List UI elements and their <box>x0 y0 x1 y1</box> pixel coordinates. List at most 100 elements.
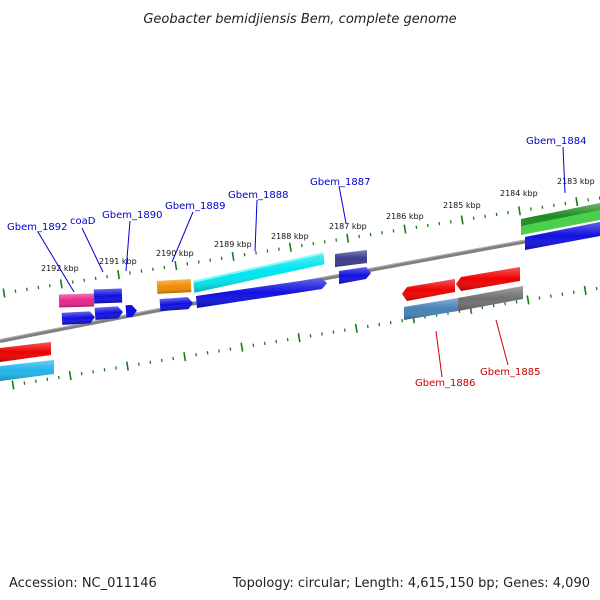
gene-reverse-red-a[interactable] <box>402 279 455 301</box>
minor-tick <box>343 328 346 332</box>
gene-track2-c[interactable] <box>159 297 194 312</box>
minor-tick <box>94 276 97 281</box>
minor-tick <box>472 216 475 220</box>
gene-reverse-red-left[interactable] <box>0 342 51 362</box>
gene-reverse-red-b[interactable] <box>456 267 520 291</box>
gene-label[interactable]: Gbem_1884 <box>526 136 586 147</box>
forward-tick-ruler <box>2 196 600 298</box>
minor-tick <box>286 337 289 342</box>
minor-tick <box>57 375 60 380</box>
minor-tick <box>206 351 209 355</box>
tick-label: 2185 kbp <box>443 201 481 210</box>
minor-tick <box>541 205 544 209</box>
minor-tick <box>252 343 255 347</box>
gene-gbem-1885[interactable] <box>458 286 523 311</box>
minor-tick <box>14 289 17 293</box>
minor-tick <box>71 280 74 284</box>
summary-text: Topology: circular; Length: 4,615,150 bp… <box>232 576 590 591</box>
minor-tick <box>309 334 312 338</box>
gene-label[interactable]: coaD <box>70 216 96 227</box>
gene-label[interactable]: Gbem_1892 <box>7 222 67 233</box>
gene-track2-e[interactable] <box>525 222 600 250</box>
tick-label: 2191 kbp <box>99 257 137 266</box>
gene-track2-long[interactable] <box>196 278 327 308</box>
minor-tick <box>195 353 198 357</box>
major-tick <box>125 361 129 371</box>
minor-tick <box>106 274 108 279</box>
major-tick <box>240 342 244 352</box>
minor-tick <box>426 223 429 228</box>
minor-tick <box>595 286 598 291</box>
accession-text: Accession: NC_011146 <box>9 576 157 591</box>
gene-label[interactable]: Gbem_1888 <box>228 190 288 201</box>
map-title: Geobacter bemidjiensis Bem, complete gen… <box>143 12 456 27</box>
minor-tick <box>449 220 452 224</box>
major-tick <box>403 224 407 234</box>
minor-tick <box>103 368 106 372</box>
minor-tick <box>550 294 552 298</box>
major-tick <box>575 197 579 207</box>
minor-tick <box>561 292 564 296</box>
minor-tick <box>129 271 131 275</box>
gene-labels: Gbem_1892 coaD Gbem_1890 Gbem_1889 Gbem_… <box>7 136 586 389</box>
minor-tick <box>564 201 567 206</box>
label-leaders <box>37 146 566 378</box>
minor-tick <box>48 284 51 288</box>
minor-tick <box>492 303 495 308</box>
minor-tick <box>23 381 26 385</box>
minor-tick <box>92 370 95 374</box>
forward-features <box>58 203 600 325</box>
major-tick <box>59 279 63 289</box>
minor-tick <box>218 349 220 353</box>
gene-gbem-1888[interactable] <box>192 252 326 293</box>
minor-tick <box>438 221 441 226</box>
major-tick <box>517 206 521 216</box>
gene-gbem-1892[interactable] <box>58 293 95 308</box>
gene-gbem-1887[interactable] <box>335 250 367 267</box>
tick-label: 2190 kbp <box>156 249 194 258</box>
gene-label[interactable]: Gbem_1887 <box>310 177 370 188</box>
minor-tick <box>46 377 49 382</box>
minor-tick <box>197 260 200 264</box>
minor-tick <box>163 265 166 270</box>
gene-track2-a[interactable] <box>61 311 96 325</box>
reverse-features <box>0 267 523 381</box>
minor-tick <box>378 322 381 327</box>
gene-coad[interactable] <box>93 288 123 304</box>
major-tick <box>2 288 6 298</box>
minor-tick <box>323 240 326 244</box>
minor-tick <box>140 269 143 273</box>
minor-tick <box>300 243 303 248</box>
major-tick <box>526 295 530 305</box>
tick-label: 2188 kbp <box>271 232 309 241</box>
minor-tick <box>484 214 487 218</box>
major-tick <box>288 242 292 252</box>
gene-track2-d[interactable] <box>339 267 371 284</box>
minor-tick <box>587 198 590 202</box>
gene-gbem-1890[interactable] <box>125 304 138 318</box>
gene-gbem-1886[interactable] <box>404 298 458 320</box>
major-tick <box>297 333 301 343</box>
gene-reverse-cyan-left[interactable] <box>0 360 54 381</box>
tick-label: 2189 kbp <box>214 240 252 249</box>
major-tick <box>183 352 187 362</box>
tick-label: 2184 kbp <box>500 189 538 198</box>
gene-label[interactable]: Gbem_1890 <box>102 210 162 221</box>
major-tick <box>117 270 121 280</box>
minor-tick <box>34 379 37 383</box>
minor-tick <box>572 290 575 295</box>
minor-tick <box>115 366 117 370</box>
minor-tick <box>312 242 315 246</box>
minor-tick <box>515 300 518 304</box>
minor-tick <box>358 234 361 239</box>
gene-gbem-1889[interactable] <box>156 279 192 294</box>
gene-label[interactable]: Gbem_1886 <box>415 378 475 389</box>
minor-tick <box>507 210 509 215</box>
gene-label[interactable]: Gbem_1885 <box>480 367 540 378</box>
reverse-tick-ruler <box>11 285 598 390</box>
gene-label[interactable]: Gbem_1889 <box>165 201 225 212</box>
minor-tick <box>160 358 163 363</box>
major-tick <box>68 370 72 381</box>
gene-track2-b[interactable] <box>94 306 124 320</box>
gene-gbem-1884[interactable] <box>521 203 600 235</box>
